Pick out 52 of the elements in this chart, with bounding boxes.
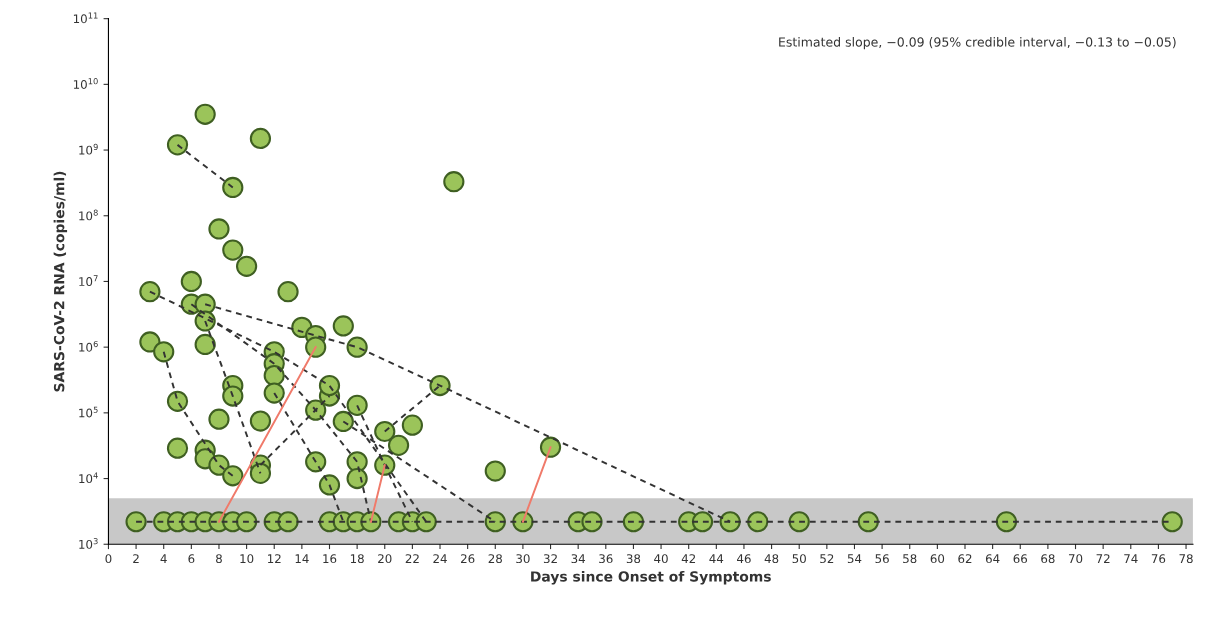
- x-tick-label: 70: [1068, 554, 1083, 564]
- x-tick-label: 22: [405, 554, 419, 563]
- x-tick-label: 62: [958, 554, 972, 564]
- x-tick-label: 16: [323, 554, 337, 564]
- x-tick-label: 8: [216, 554, 222, 564]
- x-tick-label: 52: [820, 554, 834, 564]
- x-tick-label: 28: [488, 554, 502, 564]
- y-tick-label: 10$^{6}$: [79, 340, 98, 352]
- x-tick-label: 18: [350, 554, 364, 564]
- x-tick-label: 58: [903, 554, 917, 564]
- x-tick-label: 4: [160, 554, 167, 563]
- x-tick-label: 34: [571, 554, 586, 564]
- y-tick-label: 10$^{3}$: [79, 537, 98, 549]
- x-tick-label: 48: [764, 554, 779, 564]
- x-tick-label: 12: [268, 554, 281, 563]
- x-tick-label: 76: [1151, 554, 1166, 564]
- x-tick-label: 56: [875, 554, 889, 564]
- y-axis-title: SARS-CoV-2 RNA (copies/ml): [53, 171, 68, 392]
- x-tick-label: 36: [599, 554, 613, 564]
- x-tick-label: 46: [737, 554, 751, 564]
- x-tick-label: 42: [681, 554, 696, 563]
- x-tick-label: 50: [792, 554, 806, 564]
- x-tick-label: 60: [930, 554, 945, 564]
- x-tick-label: 26: [461, 554, 475, 564]
- x-tick-label: 20: [378, 554, 392, 564]
- y-tick-label: 10$^{5}$: [79, 406, 98, 418]
- y-tick-label: 10$^{11}$: [73, 12, 98, 24]
- y-tick-label: 10$^{7}$: [79, 275, 98, 287]
- x-tick-label: 54: [847, 554, 862, 564]
- x-tick-label: 6: [188, 554, 195, 564]
- x-tick-label: 74: [1124, 554, 1138, 563]
- x-tick-label: 44: [709, 554, 724, 563]
- x-tick-label: 24: [433, 554, 447, 563]
- x-tick-label: 66: [1013, 554, 1028, 564]
- x-tick-label: 0: [105, 554, 112, 564]
- x-tick-label: 2: [133, 554, 139, 563]
- y-tick-label: 10$^{10}$: [73, 78, 98, 89]
- x-tick-label: 64: [985, 554, 1000, 564]
- x-tick-label: 72: [1096, 554, 1110, 563]
- x-tick-label: 40: [654, 554, 668, 564]
- x-tick-label: 30: [516, 554, 530, 564]
- x-tick-label: 10: [240, 554, 254, 564]
- x-tick-label: 14: [295, 554, 309, 563]
- x-axis-title: Days since Onset of Symptoms: [531, 570, 771, 585]
- y-tick-label: 10$^{8}$: [79, 209, 98, 221]
- x-tick-label: 32: [543, 554, 557, 564]
- annotation: Estimated slope, −0.09 (95% credible interval, −0.13 to −0.05): [779, 37, 1176, 50]
- y-tick-label: 10$^{4}$: [79, 472, 98, 484]
- x-tick-label: 68: [1041, 554, 1055, 564]
- y-tick-label: 10$^{9}$: [79, 143, 98, 155]
- x-tick-label: 38: [626, 554, 641, 564]
- x-tick-label: 78: [1179, 554, 1193, 564]
